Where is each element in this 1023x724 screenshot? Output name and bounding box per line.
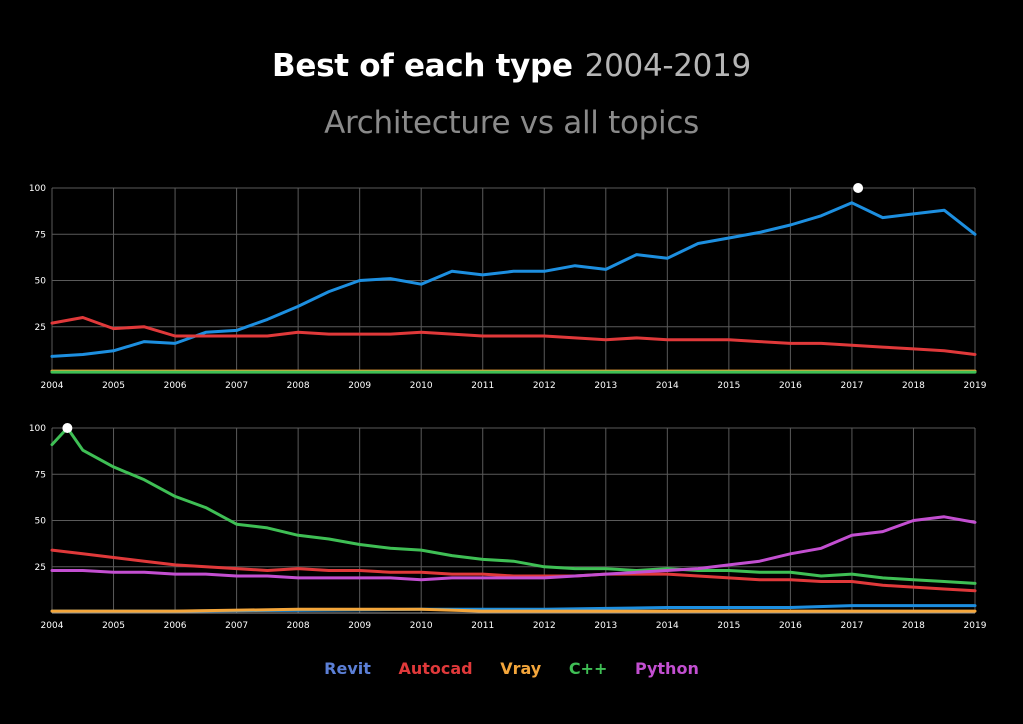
legend-item-cpp: C++ [568,659,608,678]
x-tick-label: 2016 [779,381,802,391]
x-tick-label: 2006 [164,621,187,631]
x-tick-label: 2012 [533,621,556,631]
y-tick-label: 25 [35,563,46,573]
x-tick-label: 2005 [102,621,125,631]
y-tick-label: 75 [35,470,46,480]
legend-item-vray: Vray [500,659,542,678]
chart-title-years: 2004-2019 [584,48,752,84]
x-tick-label: 2010 [410,381,433,391]
x-tick-label: 2013 [594,381,617,391]
x-tick-label: 2013 [594,621,617,631]
x-tick-label: 2005 [102,381,125,391]
x-tick-label: 2016 [779,621,802,631]
x-tick-label: 2015 [717,621,740,631]
series-line-autocad [50,316,977,356]
chart-title-row: Best of each type 2004-2019 [0,46,1023,86]
legend-item-revit: Revit [324,659,371,678]
x-tick-label: 2004 [41,381,64,391]
x-tick-label: 2012 [533,381,556,391]
y-tick-label: 75 [35,230,46,240]
x-tick-label: 2004 [41,621,64,631]
x-tick-label: 2008 [287,381,310,391]
series-line-python [50,515,977,582]
chart-title: Best of each type [272,48,573,84]
x-tick-label: 2011 [471,621,494,631]
x-tick-label: 2009 [348,621,371,631]
x-tick-label: 2015 [717,381,740,391]
peak-marker [62,423,73,433]
y-tick-label: 100 [29,424,46,434]
series-line-autocad [50,548,977,593]
y-tick-label: 100 [29,184,46,194]
legend-item-python: Python [634,659,699,678]
x-tick-label: 2011 [471,381,494,391]
y-tick-label: 50 [35,517,47,527]
legend: Revit Autocad Vray C++ Python [0,659,1023,678]
x-tick-label: 2017 [840,621,863,631]
x-tick-label: 2007 [225,381,248,391]
x-tick-label: 2010 [410,621,433,631]
series-line-cpp [50,426,977,585]
legend-item-autocad: Autocad [398,659,473,678]
chart-subtitle: Architecture vs all topics [324,105,699,141]
peak-marker [853,183,864,193]
x-tick-label: 2019 [964,621,987,631]
x-tick-label: 2017 [840,381,863,391]
y-tick-label: 25 [35,323,46,333]
x-tick-label: 2014 [656,381,679,391]
series-line-revit [50,201,977,358]
x-tick-label: 2009 [348,381,371,391]
x-tick-label: 2008 [287,621,310,631]
y-tick-label: 50 [35,277,47,287]
x-tick-label: 2019 [964,381,987,391]
x-tick-label: 2018 [902,381,925,391]
series-line-vray [50,607,977,613]
x-tick-label: 2014 [656,621,679,631]
x-tick-label: 2018 [902,621,925,631]
x-tick-label: 2007 [225,621,248,631]
x-tick-label: 2006 [164,381,187,391]
